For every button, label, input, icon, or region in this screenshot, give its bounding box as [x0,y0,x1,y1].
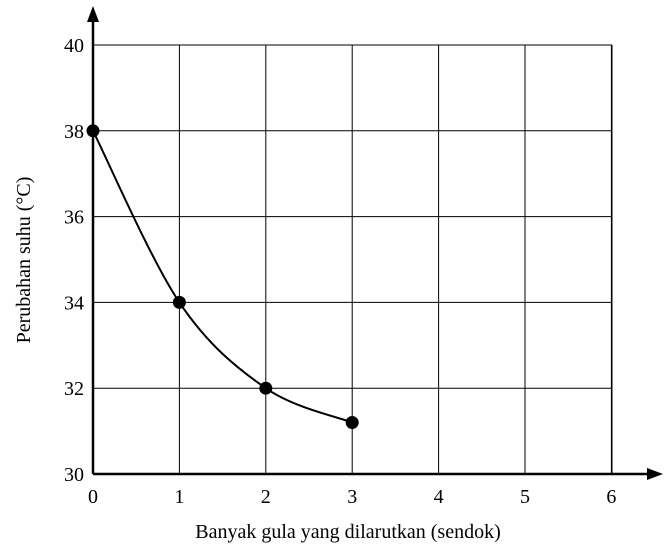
data-point [345,416,359,430]
x-tick-labels: 0 1 2 3 4 5 6 [88,486,616,508]
x-tick-label: 3 [347,486,357,508]
x-tick-label: 5 [520,486,530,508]
grid [93,44,613,474]
y-axis-label: Perubahan suhu (°C) [13,177,35,344]
y-tick-label: 30 [64,464,84,486]
x-axis-arrow [647,468,663,480]
data-point [172,295,186,309]
y-tick-labels: 30 32 34 36 38 40 [64,35,84,486]
axes [87,6,663,480]
y-tick-label: 38 [64,121,84,143]
y-axis-arrow [87,6,99,22]
x-tick-label: 2 [261,486,271,508]
x-tick-label: 4 [434,486,444,508]
y-tick-label: 40 [64,35,84,57]
data-point [259,381,273,395]
series-line [92,130,353,424]
y-tick-label: 34 [64,292,84,314]
x-axis-label: Banyak gula yang dilarutkan (sendok) [195,521,500,543]
y-tick-label: 36 [64,207,84,229]
data-point [86,124,100,138]
x-tick-label: 6 [606,486,616,508]
series [86,124,359,430]
x-tick-label: 0 [88,486,98,508]
y-tick-label: 32 [64,378,84,400]
x-tick-label: 1 [174,486,184,508]
